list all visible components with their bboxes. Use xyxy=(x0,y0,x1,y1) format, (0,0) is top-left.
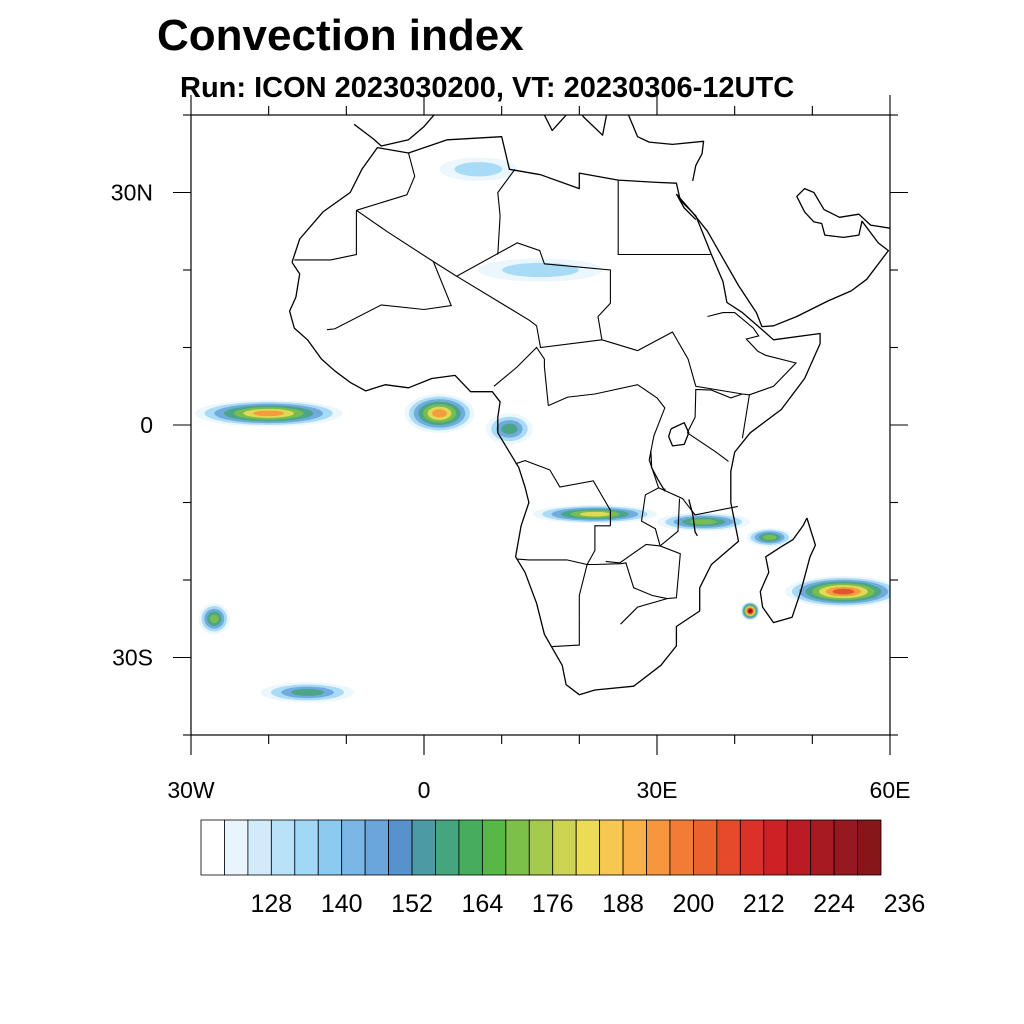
lat-tick-label: 30N xyxy=(111,180,153,206)
country-border-4 xyxy=(294,210,357,261)
colorbar-swatch xyxy=(810,819,835,876)
country-border-0 xyxy=(356,209,751,439)
colorbar-swatch xyxy=(364,819,389,876)
convection-atlantic-itcz xyxy=(194,400,343,427)
colorbar-swatch xyxy=(669,819,694,876)
colorbar-swatch xyxy=(224,819,249,876)
lon-tick-label: 60E xyxy=(870,777,911,803)
country-border-6 xyxy=(456,275,602,349)
country-border-9 xyxy=(517,525,611,566)
colorbar-swatch xyxy=(599,819,624,876)
madagascar-coastline xyxy=(759,517,817,624)
colorbar-label: 212 xyxy=(743,890,785,918)
convection-southern-belt xyxy=(532,504,657,524)
convection-field-layer xyxy=(194,157,890,703)
arabia-coastline xyxy=(675,187,890,328)
colorbar-label: 188 xyxy=(602,890,644,918)
colorbar-label: 140 xyxy=(321,890,363,918)
colorbar-swatch xyxy=(786,819,812,876)
colorbar-swatch xyxy=(247,819,272,876)
europe-coastline xyxy=(353,115,705,182)
colorbar-swatch xyxy=(505,819,530,876)
colorbar-swatch xyxy=(552,819,577,876)
map-title: Convection index xyxy=(157,11,524,60)
malawi-lake xyxy=(688,499,698,537)
convection-mozambique-channel xyxy=(746,528,793,547)
map-subtitle: Run: ICON 2023030200, VT: 20230306-12UTC xyxy=(180,72,795,104)
colorbar-swatch xyxy=(458,819,483,876)
colorbar xyxy=(200,819,882,876)
colorbar-swatch xyxy=(716,819,741,876)
colorbar-swatch xyxy=(388,819,413,876)
victoria-lake xyxy=(668,422,690,447)
country-border-2 xyxy=(497,168,516,255)
convection-indian-ocean-band xyxy=(785,576,890,608)
country-border-16 xyxy=(707,312,798,396)
colorbar-label: 236 xyxy=(884,890,926,918)
country-border-11 xyxy=(552,617,580,648)
colorbar-swatch xyxy=(646,819,671,876)
red-sea-west xyxy=(675,193,697,221)
colorbar-swatch xyxy=(411,819,436,876)
country-border-7 xyxy=(493,346,549,406)
convection-congo-coast xyxy=(486,413,533,445)
lon-tick-label: 30W xyxy=(167,777,215,803)
country-border-3 xyxy=(356,152,416,211)
convection-sahara-band xyxy=(478,258,603,282)
convection-algeria-patch xyxy=(439,157,518,181)
country-border-1 xyxy=(617,180,711,256)
colorbar-swatch xyxy=(622,819,647,876)
colorbar-swatch xyxy=(575,819,601,876)
colorbar-label: 224 xyxy=(813,890,855,918)
colorbar-swatch xyxy=(739,819,765,876)
convection-sw-atlantic xyxy=(198,603,230,635)
country-border-10 xyxy=(515,460,611,526)
lon-tick-label: 30E xyxy=(637,777,678,803)
colorbar-swatch xyxy=(294,819,319,876)
convection-madagascar-cyclone xyxy=(740,601,760,621)
axis-tick-labels: 30N 0 30S 30W 0 30E 60E xyxy=(111,180,911,804)
convection-gulf-of-guinea xyxy=(404,394,475,433)
colorbar-swatch xyxy=(693,819,718,876)
country-border-17 xyxy=(605,498,681,564)
colorbar-swatch xyxy=(270,819,296,876)
lon-tick-label: 0 xyxy=(418,777,431,803)
country-border-15 xyxy=(686,388,743,434)
convection-south-atlantic xyxy=(260,682,355,703)
lat-tick-label: 0 xyxy=(140,412,153,438)
africa-coastline xyxy=(288,136,821,696)
country-border-13 xyxy=(658,487,738,516)
coastline-layer xyxy=(288,115,890,696)
colorbar-swatch xyxy=(435,819,460,876)
colorbar-label: 176 xyxy=(532,890,574,918)
lat-tick-label: 30S xyxy=(112,645,153,671)
colorbar-label: 128 xyxy=(250,890,292,918)
colorbar-swatch xyxy=(857,819,882,876)
country-border-12 xyxy=(620,598,668,625)
country-border-8 xyxy=(548,384,681,618)
colorbar-swatch xyxy=(481,819,507,876)
colorbar-swatch xyxy=(200,819,225,876)
axis-ticks xyxy=(173,95,908,755)
colorbar-swatch xyxy=(833,819,858,876)
colorbar-label: 164 xyxy=(462,890,504,918)
colorbar-label: 200 xyxy=(673,890,715,918)
colorbar-swatch xyxy=(341,819,366,876)
colorbar-swatch xyxy=(528,819,554,876)
colorbar-swatch xyxy=(763,819,788,876)
convection-east-africa-belt xyxy=(657,512,751,532)
colorbar-label: 152 xyxy=(391,890,433,918)
country-border-5 xyxy=(326,261,452,331)
colorbar-labels: 128 140 152 164 176 188 200 212 224 236 xyxy=(250,890,925,918)
country-border-14 xyxy=(686,432,729,462)
colorbar-swatch xyxy=(317,819,343,876)
